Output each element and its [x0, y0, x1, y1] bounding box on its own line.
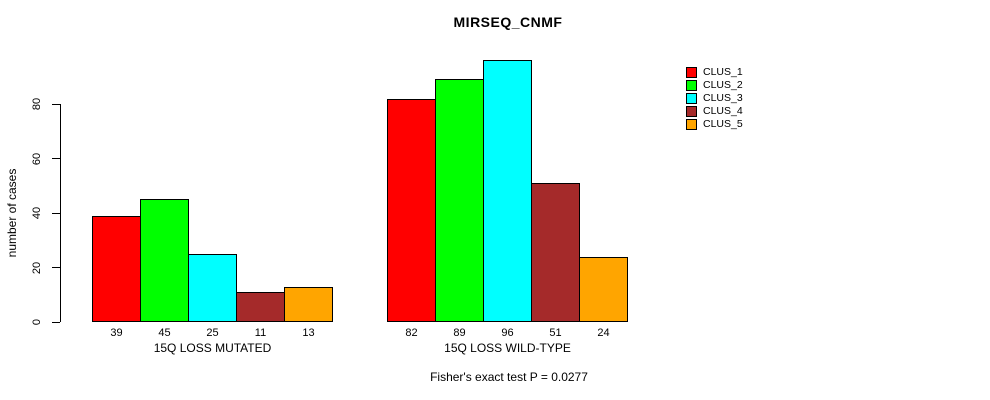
- bar-value-label: 96: [501, 327, 514, 339]
- y-axis-tick-label: 40: [31, 206, 43, 220]
- bar-value-label: 11: [254, 327, 267, 339]
- bar-clus_1-group2: [387, 98, 436, 322]
- y-axis-line: [60, 104, 61, 322]
- bar-clus_4-group2: [531, 183, 580, 322]
- bar-clus_3-group2: [483, 60, 532, 322]
- y-axis-tick: [52, 321, 60, 323]
- bar-value-label: 45: [158, 327, 171, 339]
- x-axis-group-label: 15Q LOSS WILD-TYPE: [444, 341, 571, 355]
- fisher-test-annotation: Fisher's exact test P = 0.0277: [430, 370, 588, 384]
- y-axis-tick-label: 80: [31, 97, 43, 111]
- legend-label-clus_3: CLUS_3: [703, 92, 743, 104]
- bar-value-label: 82: [405, 327, 418, 339]
- bar-value-label: 89: [453, 327, 466, 339]
- bar-clus_3-group1: [188, 253, 237, 322]
- legend-swatch-clus_1: [686, 67, 697, 78]
- bar-value-label: 39: [110, 327, 123, 339]
- legend-swatch-clus_3: [686, 93, 697, 104]
- bar-value-label: 25: [206, 327, 219, 339]
- bar-clus_5-group1: [284, 286, 333, 322]
- y-axis-tick: [52, 158, 60, 159]
- chart-title: MIRSEQ_CNMF: [453, 14, 563, 30]
- legend-label-clus_5: CLUS_5: [703, 118, 743, 130]
- bar-value-label: 24: [597, 327, 610, 339]
- y-axis-tick: [52, 267, 60, 268]
- y-axis-tick: [52, 103, 60, 105]
- legend-swatch-clus_2: [686, 80, 697, 91]
- legend-label-clus_4: CLUS_4: [703, 105, 743, 117]
- bar-clus_4-group1: [236, 292, 285, 322]
- bar-clus_1-group1: [92, 215, 141, 322]
- legend-swatch-clus_4: [686, 106, 697, 117]
- bar-value-label: 13: [302, 327, 315, 339]
- bar-clus_5-group2: [579, 256, 628, 322]
- y-axis-tick-label: 0: [31, 318, 43, 326]
- y-axis-title: number of cases: [5, 168, 19, 258]
- legend-swatch-clus_5: [686, 119, 697, 130]
- legend-label-clus_1: CLUS_1: [703, 66, 743, 78]
- bar-value-label: 51: [549, 327, 562, 339]
- x-axis-group-label: 15Q LOSS MUTATED: [153, 341, 272, 355]
- y-axis-tick: [52, 212, 60, 214]
- y-axis-tick-label: 60: [31, 152, 43, 165]
- bar-clus_2-group1: [140, 199, 189, 322]
- y-axis-tick-label: 20: [31, 261, 43, 274]
- bar-clus_2-group2: [435, 79, 484, 322]
- legend-label-clus_2: CLUS_2: [703, 79, 743, 91]
